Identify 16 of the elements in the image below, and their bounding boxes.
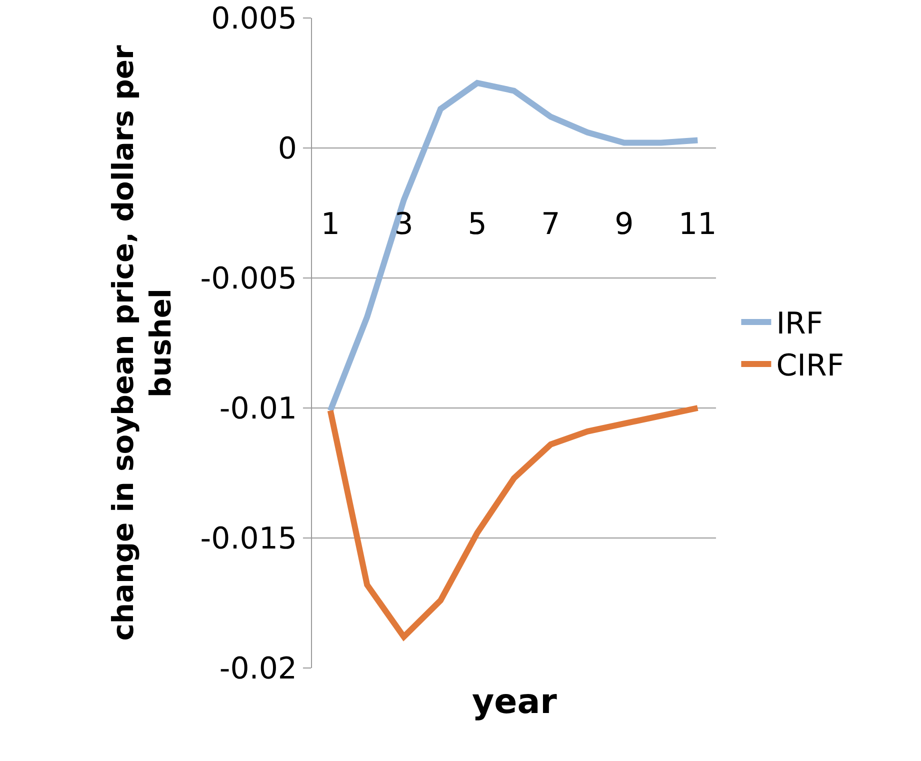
legend-label: CIRF: [776, 348, 844, 384]
y-tick-label: -0.02: [219, 652, 297, 686]
x-tick-label: 11: [678, 207, 717, 242]
x-tick-label: 5: [468, 207, 487, 242]
legend-label: IRF: [776, 306, 824, 342]
y-tick-label: 0: [278, 132, 297, 166]
x-tick-label: 3: [394, 207, 414, 242]
y-tick-label: -0.01: [219, 392, 297, 426]
y-tick-label: -0.005: [200, 262, 297, 296]
y-tick-label: -0.015: [200, 522, 297, 556]
y-tick-label: 0.005: [211, 2, 297, 36]
x-tick-label: 9: [614, 207, 634, 242]
x-tick-label: 7: [541, 207, 560, 242]
x-axis-title: year: [472, 682, 558, 722]
x-tick-label: 1: [320, 207, 340, 242]
y-axis-title: change in soybean price, dollars per bushel: [106, 44, 178, 641]
